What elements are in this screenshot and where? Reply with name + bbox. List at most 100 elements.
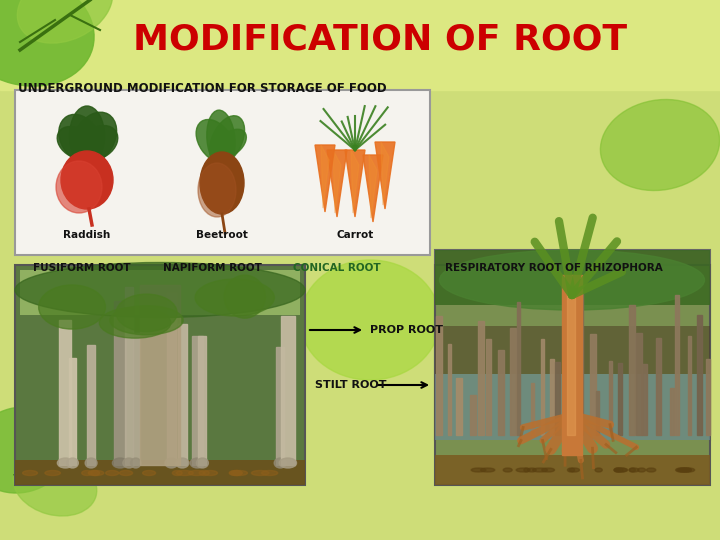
- Ellipse shape: [300, 260, 440, 380]
- Polygon shape: [381, 142, 389, 205]
- Ellipse shape: [112, 458, 128, 468]
- Ellipse shape: [683, 468, 695, 472]
- Ellipse shape: [233, 470, 241, 476]
- Text: MODIFICATION OF ROOT: MODIFICATION OF ROOT: [133, 23, 627, 57]
- Bar: [87, 345, 95, 465]
- Text: NAPIFORM ROOT: NAPIFORM ROOT: [163, 263, 262, 273]
- Text: STILT ROOT: STILT ROOT: [315, 380, 387, 390]
- Bar: [125, 287, 133, 465]
- Bar: [517, 302, 521, 435]
- Ellipse shape: [279, 458, 297, 468]
- Ellipse shape: [614, 468, 628, 472]
- Ellipse shape: [99, 307, 171, 338]
- Polygon shape: [351, 150, 359, 213]
- Ellipse shape: [230, 470, 243, 476]
- Ellipse shape: [73, 112, 117, 164]
- Ellipse shape: [199, 470, 210, 476]
- Ellipse shape: [471, 468, 486, 472]
- Ellipse shape: [81, 470, 92, 476]
- Bar: [618, 363, 622, 435]
- Ellipse shape: [570, 468, 580, 472]
- Bar: [477, 321, 485, 435]
- Ellipse shape: [600, 99, 719, 191]
- Ellipse shape: [89, 470, 99, 476]
- Ellipse shape: [190, 458, 205, 468]
- Text: PROP ROOT: PROP ROOT: [370, 325, 443, 335]
- Bar: [435, 250, 710, 305]
- Bar: [20, 270, 300, 315]
- Polygon shape: [363, 155, 383, 222]
- Ellipse shape: [198, 163, 236, 217]
- Ellipse shape: [516, 468, 530, 472]
- Ellipse shape: [120, 470, 132, 476]
- Bar: [550, 359, 554, 435]
- Ellipse shape: [203, 470, 217, 476]
- Ellipse shape: [503, 468, 512, 472]
- Polygon shape: [375, 142, 395, 209]
- Bar: [0, 0, 720, 90]
- Ellipse shape: [58, 458, 73, 468]
- Text: RESPIRATORY ROOT OF RHIZOPHORA: RESPIRATORY ROOT OF RHIZOPHORA: [445, 263, 662, 273]
- Ellipse shape: [13, 454, 96, 516]
- Bar: [469, 395, 476, 435]
- Bar: [15, 90, 430, 255]
- Ellipse shape: [542, 468, 554, 472]
- Ellipse shape: [116, 294, 177, 332]
- Bar: [276, 347, 284, 465]
- Ellipse shape: [70, 106, 104, 166]
- Ellipse shape: [595, 468, 603, 472]
- Bar: [486, 339, 491, 435]
- Text: FUSIFORM ROOT: FUSIFORM ROOT: [33, 263, 130, 273]
- Ellipse shape: [210, 116, 245, 165]
- Ellipse shape: [216, 129, 246, 157]
- Bar: [167, 293, 176, 465]
- Bar: [642, 364, 647, 435]
- Ellipse shape: [59, 114, 100, 161]
- Ellipse shape: [629, 468, 639, 472]
- Bar: [140, 285, 180, 465]
- Ellipse shape: [89, 470, 104, 476]
- Ellipse shape: [680, 468, 691, 472]
- Ellipse shape: [533, 468, 547, 472]
- Bar: [114, 301, 126, 465]
- Ellipse shape: [0, 407, 70, 493]
- Bar: [564, 311, 570, 435]
- Ellipse shape: [480, 468, 495, 472]
- Bar: [567, 285, 575, 435]
- Ellipse shape: [45, 470, 60, 476]
- Polygon shape: [345, 150, 365, 217]
- Ellipse shape: [207, 110, 235, 168]
- Ellipse shape: [123, 458, 135, 468]
- Ellipse shape: [39, 285, 105, 329]
- Ellipse shape: [629, 468, 636, 472]
- Ellipse shape: [57, 126, 92, 158]
- Ellipse shape: [647, 468, 656, 472]
- Ellipse shape: [91, 470, 99, 476]
- Ellipse shape: [251, 470, 269, 476]
- Bar: [629, 305, 635, 435]
- Ellipse shape: [231, 470, 248, 476]
- Ellipse shape: [229, 470, 242, 476]
- Bar: [562, 275, 582, 455]
- Ellipse shape: [106, 470, 119, 476]
- Bar: [15, 460, 305, 485]
- Ellipse shape: [67, 458, 78, 468]
- Ellipse shape: [165, 458, 178, 468]
- Bar: [435, 455, 710, 485]
- Bar: [178, 325, 186, 465]
- Bar: [657, 338, 662, 435]
- Bar: [609, 361, 612, 435]
- Ellipse shape: [109, 306, 183, 335]
- Bar: [688, 336, 691, 435]
- Bar: [706, 359, 710, 435]
- Bar: [590, 334, 595, 435]
- Ellipse shape: [439, 250, 704, 310]
- Bar: [510, 328, 516, 435]
- Bar: [531, 383, 534, 435]
- Ellipse shape: [616, 468, 627, 472]
- Ellipse shape: [614, 468, 620, 472]
- Ellipse shape: [224, 275, 266, 318]
- Ellipse shape: [637, 468, 646, 472]
- Bar: [192, 336, 203, 465]
- Ellipse shape: [0, 0, 94, 86]
